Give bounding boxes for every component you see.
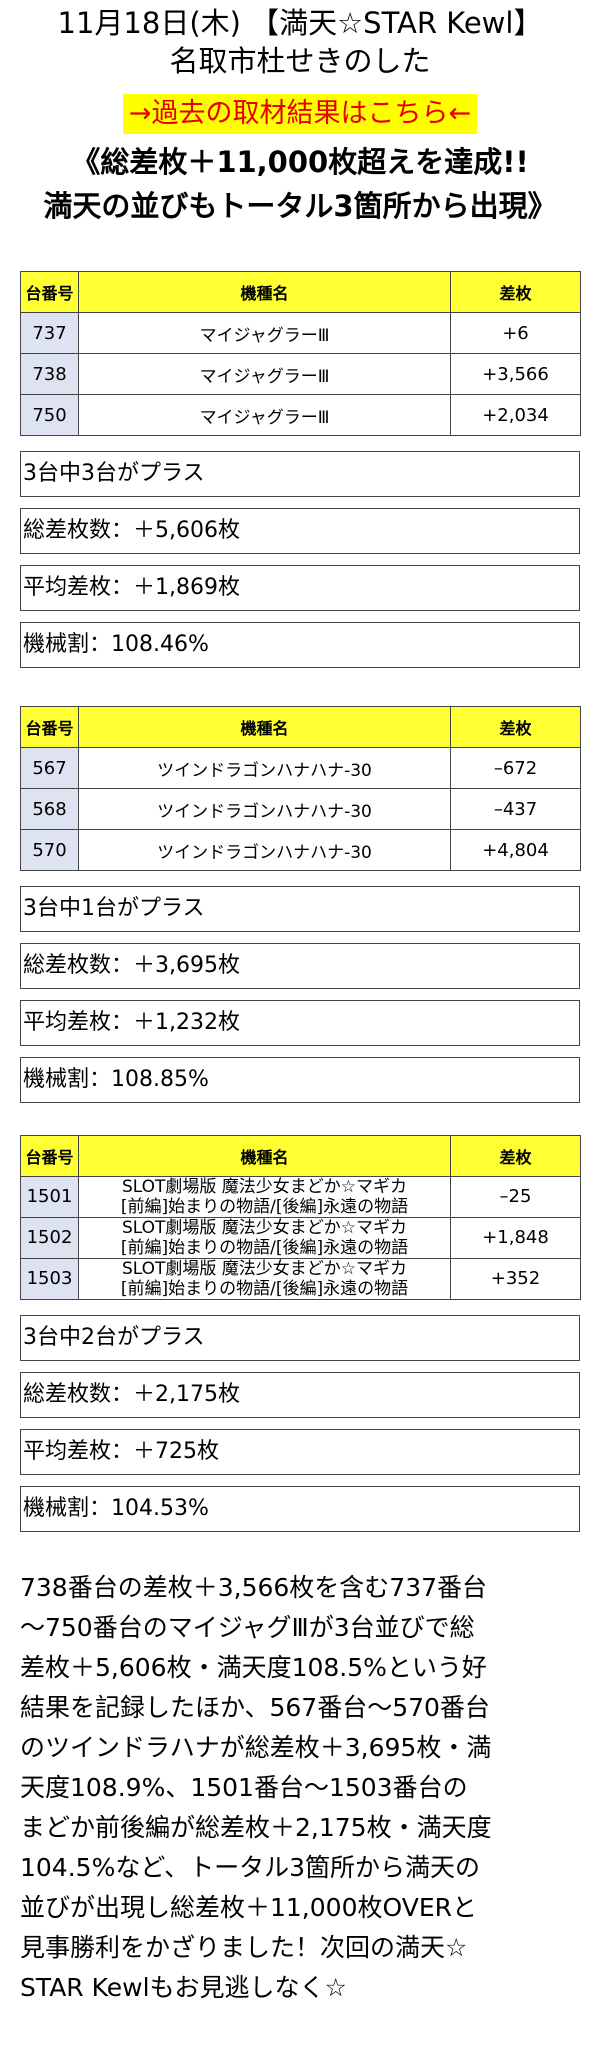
- page-title: 11月18日(木) 【満天☆STAR Kewl】: [57, 6, 543, 40]
- machine-name-line-2: [前編]始まりの物語/[後編]永遠の物語: [120, 1197, 409, 1217]
- machine-number: 1501: [20, 1176, 79, 1218]
- table-row: 1502 SLOT劇場版 魔法少女まどか☆マギカ [前編]始まりの物語/[後編]…: [20, 1217, 581, 1259]
- header-number: 台番号: [20, 271, 79, 313]
- paragraph-line: 並びが出現し総差枚＋11,000枚OVERと: [20, 1893, 477, 1922]
- machine-name: ツインドラゴンハナハナ-30: [78, 829, 451, 871]
- header-diff: 差枚: [450, 271, 581, 313]
- header-diff: 差枚: [450, 1135, 581, 1177]
- machine-number: 570: [20, 829, 79, 871]
- summary-plus-count: 3台中2台がプラス: [20, 1315, 580, 1361]
- summary-total-diff: 総差枚数：＋2,175枚: [20, 1372, 580, 1418]
- header-machine: 機種名: [78, 271, 451, 313]
- summary-payout-rate: 機械割：108.46%: [20, 622, 580, 668]
- machine-number: 750: [20, 394, 79, 436]
- machine-name: SLOT劇場版 魔法少女まどか☆マギカ [前編]始まりの物語/[後編]永遠の物語: [78, 1258, 451, 1300]
- results-table-2: 台番号 機種名 差枚 567 ツインドラゴンハナハナ-30 –672 568 ツ…: [20, 706, 581, 871]
- machine-name: マイジャグラーⅢ: [78, 353, 451, 395]
- headline-line-1: 《総差枚＋11,000枚超えを達成!!: [71, 145, 529, 179]
- paragraph-line: のツインドラハナが総差枚＋3,695枚・満: [20, 1733, 492, 1762]
- table-row: 738 マイジャグラーⅢ +3,566: [20, 353, 581, 395]
- machine-name: ツインドラゴンハナハナ-30: [78, 747, 451, 789]
- table-row: 1501 SLOT劇場版 魔法少女まどか☆マギカ [前編]始まりの物語/[後編]…: [20, 1176, 581, 1218]
- header-diff: 差枚: [450, 706, 581, 748]
- coin-diff: +352: [450, 1258, 581, 1300]
- coin-diff: +1,848: [450, 1217, 581, 1259]
- machine-number: 737: [20, 312, 79, 354]
- summary-total-diff: 総差枚数：＋3,695枚: [20, 943, 580, 989]
- summary-plus-count: 3台中1台がプラス: [20, 886, 580, 932]
- coin-diff: –437: [450, 788, 581, 830]
- summary-plus-count: 3台中3台がプラス: [20, 451, 580, 497]
- summary-average-diff: 平均差枚：＋1,869枚: [20, 565, 580, 611]
- machine-number: 568: [20, 788, 79, 830]
- machine-number: 738: [20, 353, 79, 395]
- coin-diff: –672: [450, 747, 581, 789]
- table-header-row: 台番号 機種名 差枚: [20, 1135, 581, 1177]
- paragraph-line: 738番台の差枚＋3,566枚を含む737番台: [20, 1573, 488, 1602]
- paragraph-line: 差枚＋5,606枚・満天度108.5%という好: [20, 1653, 487, 1682]
- machine-name-line-2: [前編]始まりの物語/[後編]永遠の物語: [120, 1279, 409, 1299]
- header-number: 台番号: [20, 1135, 79, 1177]
- results-table-3: 台番号 機種名 差枚 1501 SLOT劇場版 魔法少女まどか☆マギカ [前編]…: [20, 1135, 581, 1300]
- page: 11月18日(木) 【満天☆STAR Kewl】 名取市杜せきのした →過去の取…: [20, 0, 581, 2002]
- paragraph-line: 見事勝利をかざりました！次回の満天☆: [20, 1933, 468, 1962]
- header-machine: 機種名: [78, 706, 451, 748]
- table-header-row: 台番号 機種名 差枚: [20, 271, 581, 313]
- machine-name: マイジャグラーⅢ: [78, 312, 451, 354]
- table-header-row: 台番号 機種名 差枚: [20, 706, 581, 748]
- result-section-2: 台番号 機種名 差枚 567 ツインドラゴンハナハナ-30 –672 568 ツ…: [20, 706, 581, 1103]
- paragraph-line: ～750番台のマイジャグⅢが3台並びで総: [20, 1613, 475, 1642]
- coin-diff: +2,034: [450, 394, 581, 436]
- header-machine: 機種名: [78, 1135, 451, 1177]
- paragraph-line: 結果を記録したほか、567番台～570番台: [20, 1693, 490, 1722]
- machine-name-line-2: [前編]始まりの物語/[後編]永遠の物語: [120, 1238, 409, 1258]
- table-row: 570 ツインドラゴンハナハナ-30 +4,804: [20, 829, 581, 871]
- summary-average-diff: 平均差枚：＋725枚: [20, 1429, 580, 1475]
- paragraph-line: 104.5%など、トータル3箇所から満天の: [20, 1853, 480, 1882]
- machine-name: SLOT劇場版 魔法少女まどか☆マギカ [前編]始まりの物語/[後編]永遠の物語: [78, 1217, 451, 1259]
- machine-name: マイジャグラーⅢ: [78, 394, 451, 436]
- coin-diff: +4,804: [450, 829, 581, 871]
- result-section-1: 台番号 機種名 差枚 737 マイジャグラーⅢ +6 738 マイジャグラーⅢ …: [20, 271, 581, 668]
- coin-diff: –25: [450, 1176, 581, 1218]
- machine-name: ツインドラゴンハナハナ-30: [78, 788, 451, 830]
- summary-payout-rate: 機械割：104.53%: [20, 1486, 580, 1532]
- machine-number: 1502: [20, 1217, 79, 1259]
- machine-name-line-1: SLOT劇場版 魔法少女まどか☆マギカ: [121, 1218, 408, 1238]
- machine-number: 1503: [20, 1258, 79, 1300]
- store-name: 名取市杜せきのした: [169, 44, 431, 78]
- paragraph-line: まどか前後編が総差枚＋2,175枚・満天度: [20, 1813, 492, 1842]
- past-results-link[interactable]: →過去の取材結果はこちら←: [122, 94, 478, 134]
- table-row: 568 ツインドラゴンハナハナ-30 –437: [20, 788, 581, 830]
- results-table-1: 台番号 機種名 差枚 737 マイジャグラーⅢ +6 738 マイジャグラーⅢ …: [20, 271, 581, 436]
- paragraph-line: STAR Kewlもお見逃しなく☆: [20, 1973, 347, 2002]
- result-section-3: 台番号 機種名 差枚 1501 SLOT劇場版 魔法少女まどか☆マギカ [前編]…: [20, 1135, 581, 1532]
- table-row: 750 マイジャグラーⅢ +2,034: [20, 394, 581, 436]
- summary-average-diff: 平均差枚：＋1,232枚: [20, 1000, 580, 1046]
- coin-diff: +6: [450, 312, 581, 354]
- table-row: 567 ツインドラゴンハナハナ-30 –672: [20, 747, 581, 789]
- machine-name-line-1: SLOT劇場版 魔法少女まどか☆マギカ: [121, 1177, 408, 1197]
- link-wrap: →過去の取材結果はこちら←: [20, 94, 580, 134]
- table-row: 737 マイジャグラーⅢ +6: [20, 312, 581, 354]
- machine-name-line-1: SLOT劇場版 魔法少女まどか☆マギカ: [121, 1259, 408, 1279]
- table-row: 1503 SLOT劇場版 魔法少女まどか☆マギカ [前編]始まりの物語/[後編]…: [20, 1258, 581, 1300]
- paragraph-line: 天度108.9%、1501番台～1503番台の: [20, 1773, 468, 1802]
- machine-number: 567: [20, 747, 79, 789]
- summary-total-diff: 総差枚数：＋5,606枚: [20, 508, 580, 554]
- headline-line-2: 満天の並びもトータル3箇所から出現》: [43, 189, 557, 223]
- machine-name: SLOT劇場版 魔法少女まどか☆マギカ [前編]始まりの物語/[後編]永遠の物語: [78, 1176, 451, 1218]
- coin-diff: +3,566: [450, 353, 581, 395]
- summary-paragraph: 738番台の差枚＋3,566枚を含む737番台 ～750番台のマイジャグⅢが3台…: [20, 1568, 580, 2008]
- summary-payout-rate: 機械割：108.85%: [20, 1057, 580, 1103]
- header-number: 台番号: [20, 706, 79, 748]
